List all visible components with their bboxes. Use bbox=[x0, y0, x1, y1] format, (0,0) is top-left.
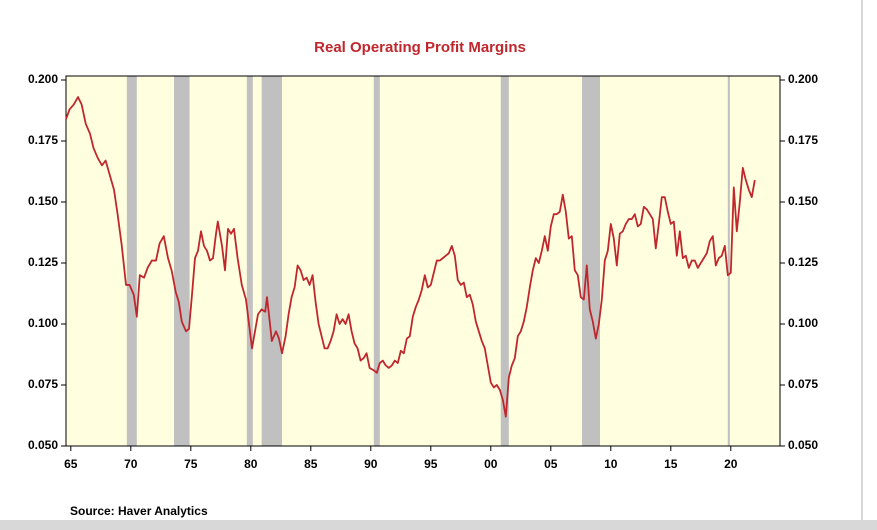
x-tick-label: 80 bbox=[244, 457, 258, 471]
x-tick-label: 75 bbox=[184, 457, 198, 471]
x-tick-label: 90 bbox=[364, 457, 378, 471]
window-bar bbox=[0, 520, 877, 530]
y2-tick-label: 0.050 bbox=[788, 438, 818, 452]
y2-tick-label: 0.075 bbox=[788, 377, 818, 391]
recession-band bbox=[582, 76, 600, 446]
y-tick-label: 0.175 bbox=[28, 133, 58, 147]
y2-tick-label: 0.200 bbox=[788, 72, 818, 86]
y-tick-label: 0.200 bbox=[28, 72, 58, 86]
x-tick-label: 85 bbox=[304, 457, 318, 471]
recession-band bbox=[500, 76, 509, 446]
y-tick-label: 0.100 bbox=[28, 316, 58, 330]
plot-background bbox=[66, 76, 780, 446]
y-tick-label: 0.125 bbox=[28, 255, 58, 269]
x-tick-label: 10 bbox=[604, 457, 618, 471]
recession-band bbox=[246, 76, 253, 446]
y-tick-label: 0.150 bbox=[28, 194, 58, 208]
recession-band bbox=[261, 76, 282, 446]
x-tick-label: 65 bbox=[64, 457, 78, 471]
x-tick-label: 70 bbox=[124, 457, 138, 471]
y-tick-label: 0.050 bbox=[28, 438, 58, 452]
x-tick-label: 20 bbox=[724, 457, 738, 471]
source-note: Source: Haver Analytics bbox=[70, 504, 208, 518]
y2-tick-label: 0.100 bbox=[788, 316, 818, 330]
x-tick-label: 95 bbox=[424, 457, 438, 471]
recession-band bbox=[373, 76, 380, 446]
y-tick-label: 0.075 bbox=[28, 377, 58, 391]
y2-tick-label: 0.125 bbox=[788, 255, 818, 269]
chart-title: Real Operating Profit Margins bbox=[314, 39, 526, 56]
x-tick-label: 00 bbox=[484, 457, 498, 471]
plot-frame bbox=[65, 75, 781, 447]
y2-tick-label: 0.150 bbox=[788, 194, 818, 208]
y2-tick-label: 0.175 bbox=[788, 133, 818, 147]
recession-band bbox=[126, 76, 137, 446]
recession-band bbox=[727, 76, 730, 446]
x-tick-label: 05 bbox=[544, 457, 558, 471]
recession-band bbox=[174, 76, 190, 446]
x-tick-label: 15 bbox=[664, 457, 678, 471]
data-line bbox=[65, 96, 756, 418]
